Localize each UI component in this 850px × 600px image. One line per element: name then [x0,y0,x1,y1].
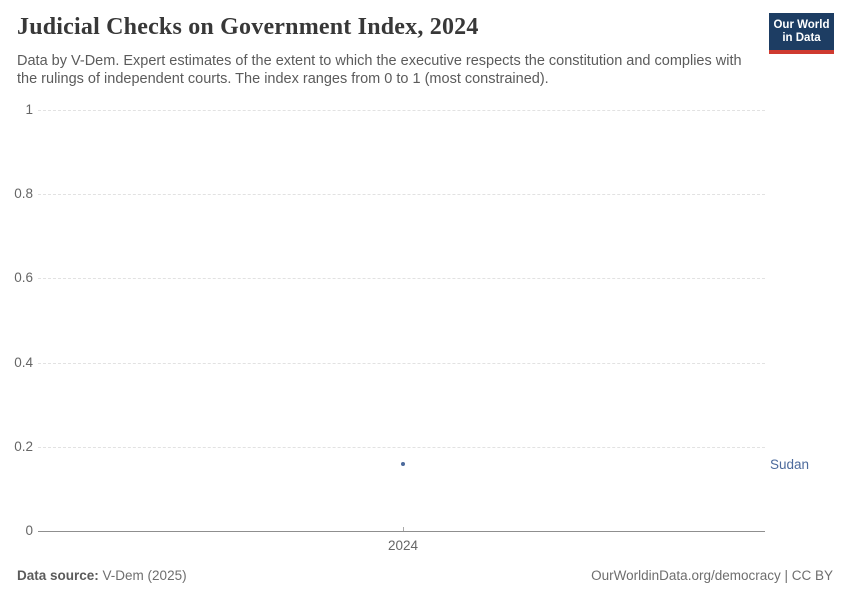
y-axis-tick-label: 1 [25,102,33,117]
data-source-text: V-Dem (2025) [102,568,187,583]
y-axis-tick-label: 0.6 [14,270,33,285]
y-axis-tick-label: 0.8 [14,186,33,201]
y-axis-tick-label: 0.4 [14,355,33,370]
data-source-label: Data source: [17,568,99,583]
y-gridline [38,278,765,279]
page-title: Judicial Checks on Government Index, 202… [17,14,479,40]
chart-subtitle: Data by V-Dem. Expert estimates of the e… [17,53,742,87]
owid-logo-line2: in Data [782,32,821,44]
owid-logo-line1: Our World [773,19,830,31]
y-gridline [38,363,765,364]
data-source: Data source: V-Dem (2025) [17,568,187,583]
y-axis-tick-label: 0.2 [14,439,33,454]
y-gridline [38,110,765,111]
data-point [401,462,405,466]
y-gridline [38,447,765,448]
owid-logo: Our World in Data [769,13,834,54]
x-axis-tick-mark [403,527,404,531]
x-axis-line [38,531,765,532]
chart-footer: Data source: V-Dem (2025) OurWorldinData… [17,568,833,583]
y-axis-tick-label: 0 [25,523,33,538]
entity-label: Sudan [770,457,810,472]
footer-attribution: OurWorldinData.org/democracy | CC BY [591,568,833,583]
y-gridline [38,194,765,195]
x-axis-tick-label: 2024 [387,538,419,553]
